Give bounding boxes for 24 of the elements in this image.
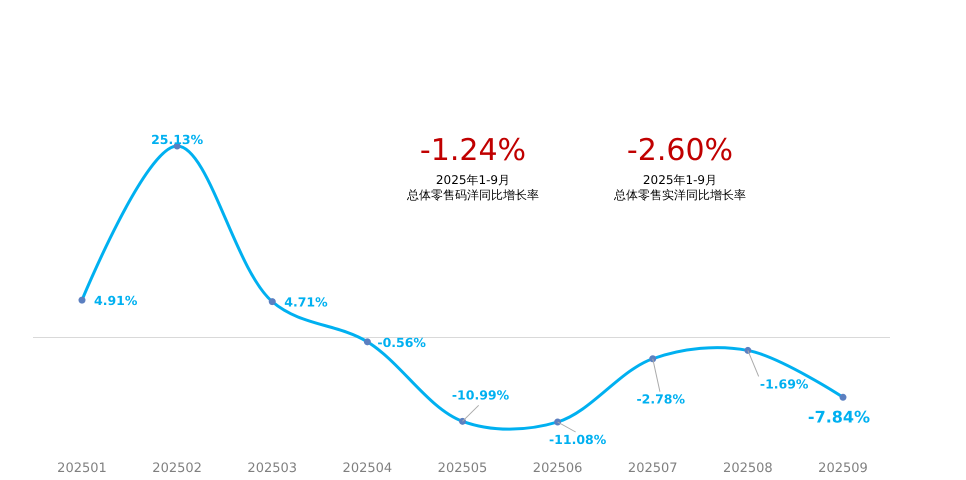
data-label: -1.69%	[760, 376, 809, 392]
x-tick-label: 202501	[57, 461, 107, 476]
annotation: 2025年1-9月	[436, 173, 510, 187]
annotation: 总体零售码洋同比增长率	[406, 188, 539, 202]
x-tick-label: 202505	[438, 461, 488, 476]
x-tick-label: 202502	[152, 461, 202, 476]
data-label: -0.56%	[377, 334, 426, 350]
data-label: -7.84%	[808, 407, 870, 426]
x-tick-label: 202507	[628, 461, 678, 476]
x-tick-label: 202503	[247, 461, 298, 476]
data-label: 4.91%	[94, 293, 138, 308]
annotation: -1.24%	[420, 133, 526, 168]
data-label: -10.99%	[452, 387, 510, 402]
x-tick-label: 202508	[723, 461, 773, 476]
x-tick-label: 202506	[532, 461, 582, 476]
data-label: 25.13%	[151, 132, 204, 147]
data-label: -11.08%	[548, 432, 607, 447]
data-label: -2.78%	[636, 392, 686, 407]
x-tick-label: 202504	[342, 461, 392, 476]
x-tick-label: 202509	[818, 461, 868, 476]
annotation: -2.60%	[626, 133, 734, 168]
annotation: 2025年1-9月	[642, 173, 718, 187]
annotation: 总体零售实洋同比增长率	[613, 188, 746, 202]
data-label: 4.71%	[284, 294, 328, 310]
